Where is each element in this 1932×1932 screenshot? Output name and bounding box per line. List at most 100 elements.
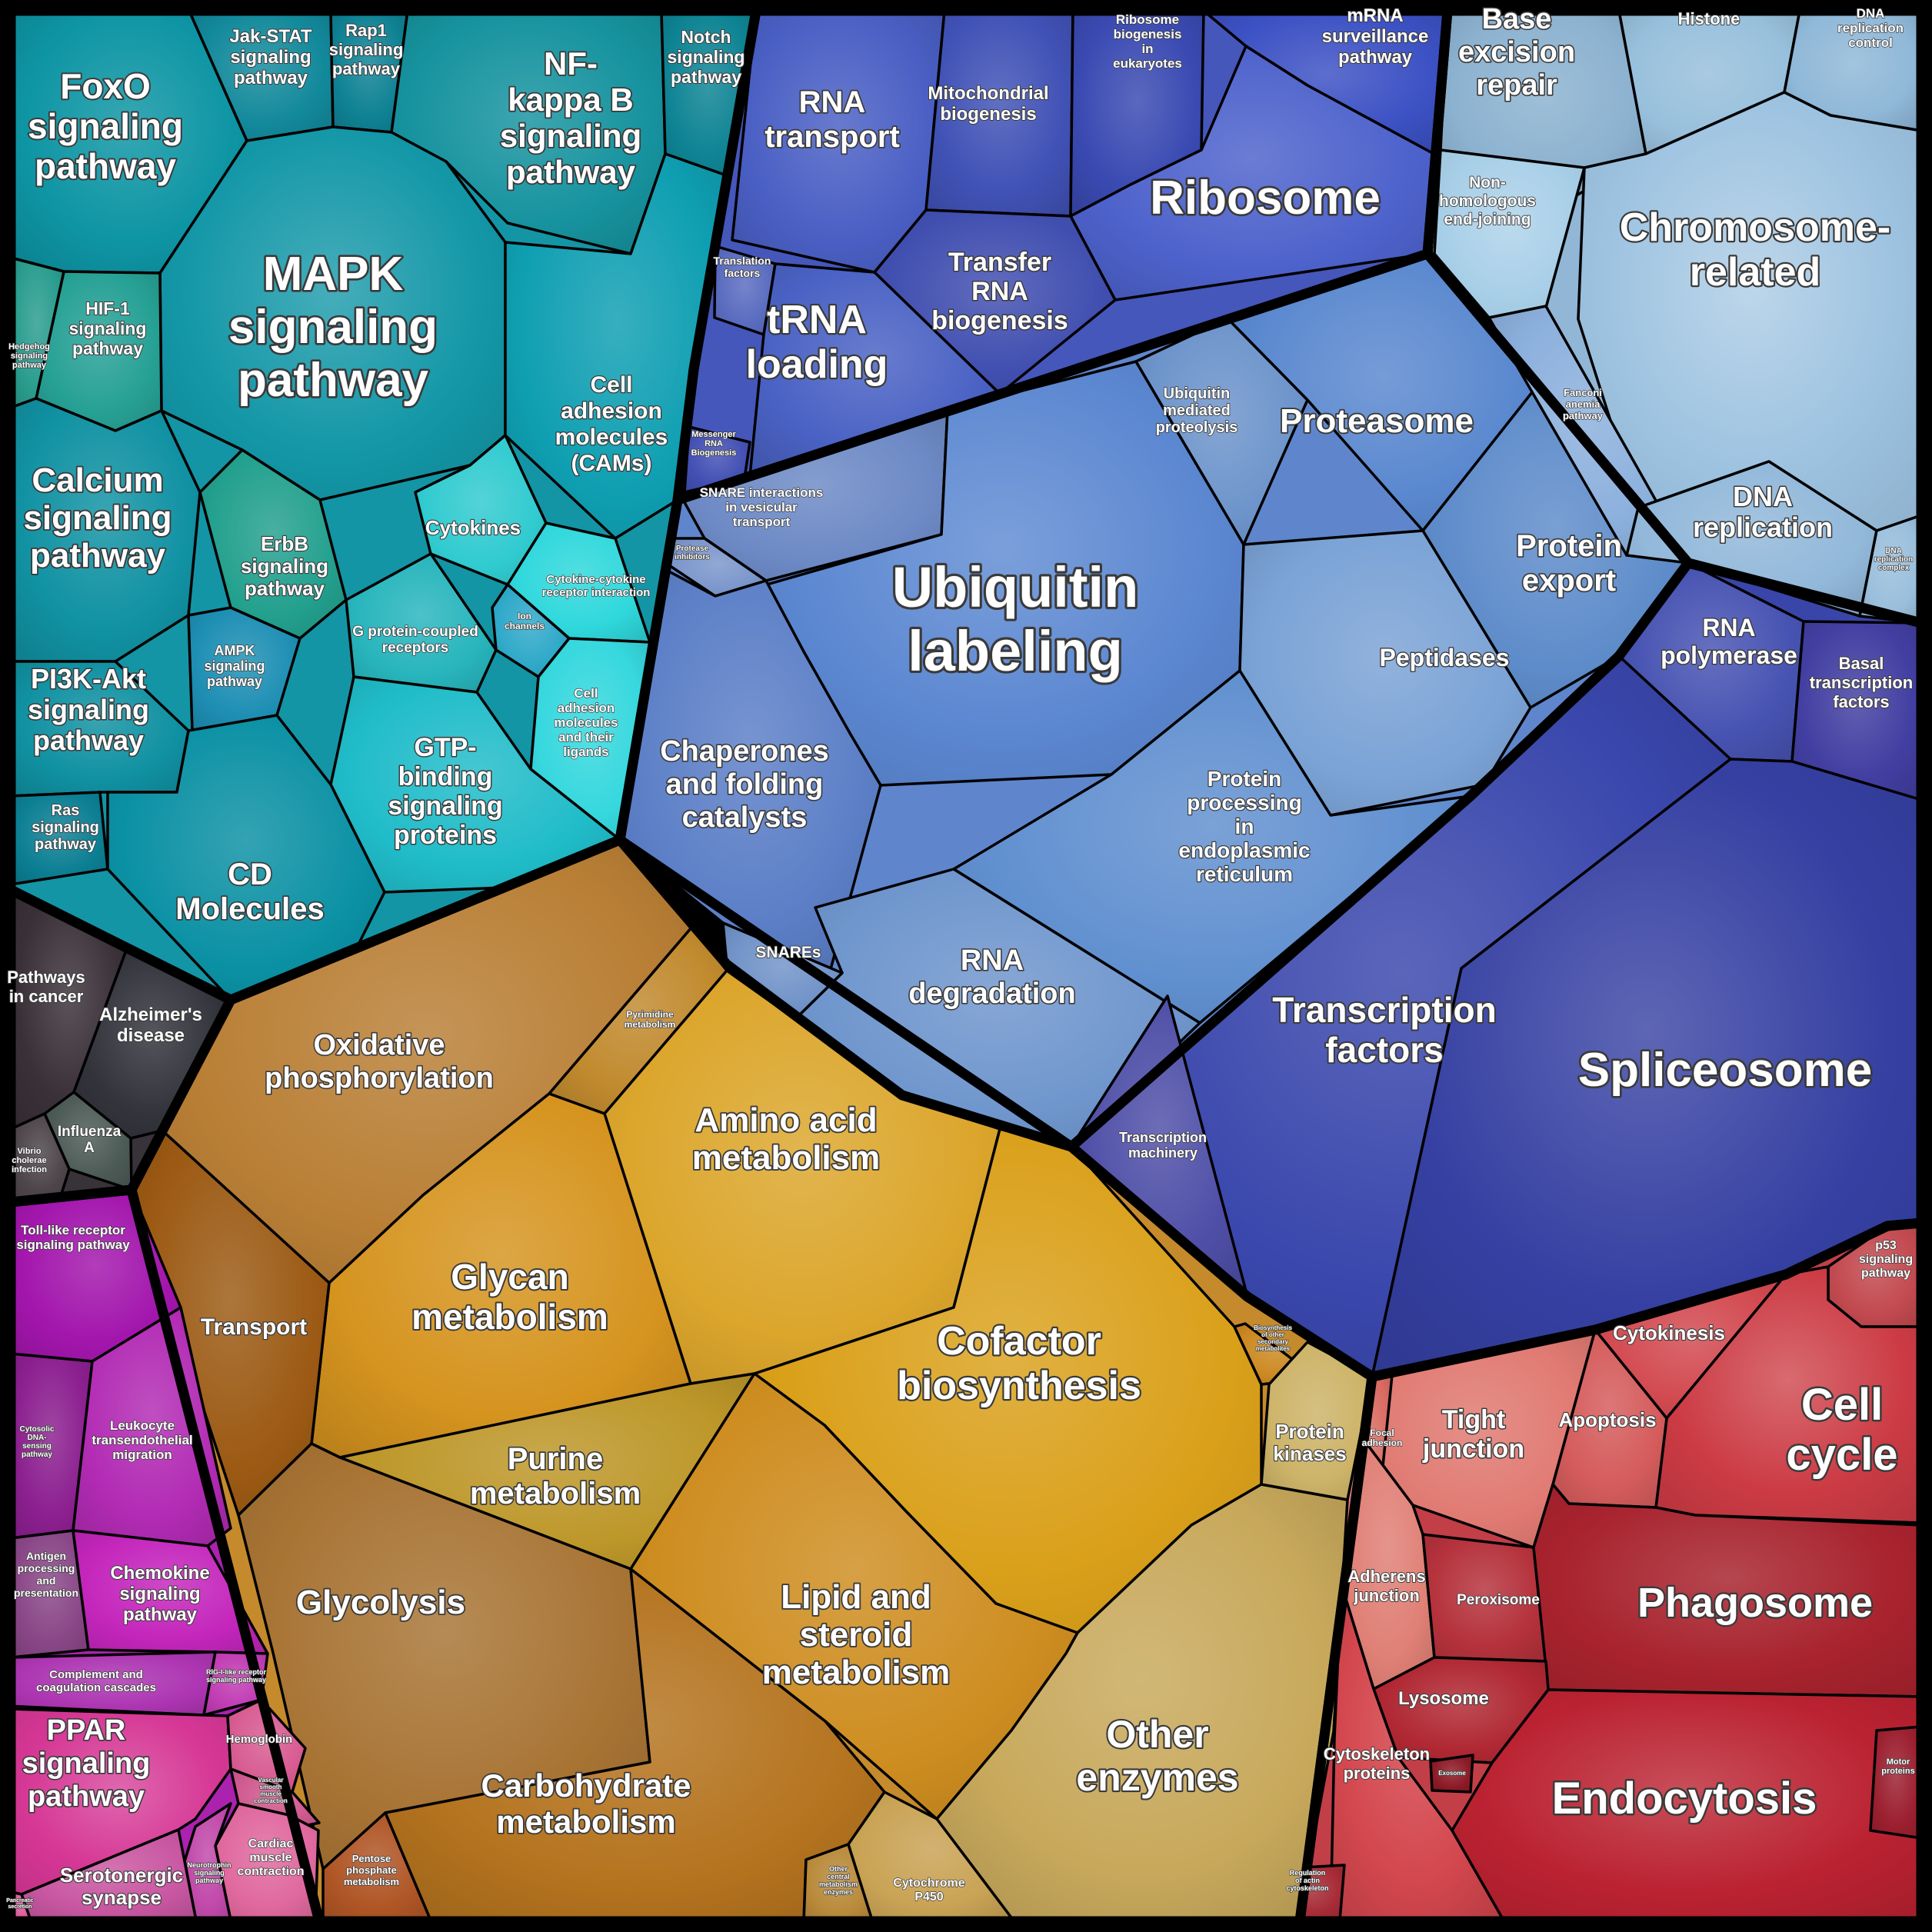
svg-text:Peroxisome: Peroxisome [1457,1592,1540,1608]
svg-text:Peptidases: Peptidases [1380,644,1510,671]
svg-text:Proteasome: Proteasome [1280,402,1474,440]
svg-text:Chromosome-related: Chromosome-related [1620,205,1890,295]
svg-text:SNAREs: SNAREs [755,944,821,961]
svg-text:Phagosome: Phagosome [1637,1580,1873,1626]
svg-text:Cytokinesis: Cytokinesis [1613,1321,1725,1344]
svg-text:Apoptosis: Apoptosis [1558,1408,1656,1431]
svg-text:Exosome: Exosome [1438,1770,1466,1777]
svg-text:Glycolysis: Glycolysis [296,1584,465,1621]
svg-text:Spliceosome: Spliceosome [1578,1044,1872,1097]
svg-text:Hemoglobin: Hemoglobin [226,1733,293,1746]
svg-text:Histone: Histone [1678,9,1740,28]
svg-text:Transport: Transport [201,1314,307,1340]
svg-text:Ribosome: Ribosome [1150,172,1381,225]
svg-text:Endocytosis: Endocytosis [1552,1774,1817,1824]
svg-text:Cytokines: Cytokines [425,516,521,539]
